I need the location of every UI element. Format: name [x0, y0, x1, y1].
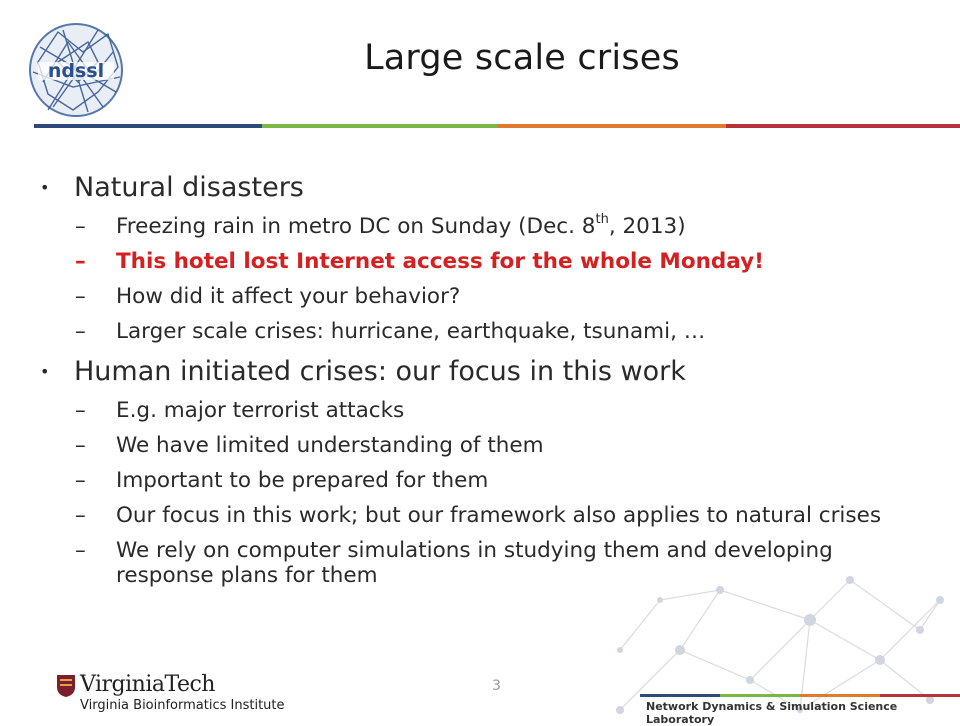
lab-stripe — [640, 694, 960, 697]
ndssl-logo-icon: ndssl — [29, 23, 123, 117]
header-stripe-red — [726, 124, 960, 128]
header-stripe-blue — [34, 124, 262, 128]
sub-bullet: – Important to be prepared for them — [75, 468, 489, 493]
slide-title: Large scale crises — [364, 38, 680, 78]
sub-bullet: – Freezing rain in metro DC on Sunday (D… — [75, 211, 686, 239]
vt-shield-icon — [57, 675, 75, 697]
bullet-text: Human initiated crises: our focus in thi… — [74, 356, 686, 387]
vbi-label: Virginia Bioinformatics Institute — [80, 698, 285, 713]
bullet-human-initiated: • Human initiated crises: our focus in t… — [40, 354, 930, 390]
sub-bullet: – E.g. major terrorist attacks — [75, 398, 405, 423]
slide-content: • Natural disasters – Freezing rain in m… — [40, 170, 930, 598]
page-number: 3 — [492, 678, 501, 694]
sub-bullet: – Larger scale crises: hurricane, earthq… — [75, 319, 706, 344]
sub-bullet: – We have limited understanding of them — [75, 433, 544, 458]
vt-wordmark: VirginiaTech — [80, 672, 215, 697]
sub-bullet-highlight: – This hotel lost Internet access for th… — [75, 249, 764, 274]
lab-name: Network Dynamics & Simulation Science La… — [646, 700, 898, 726]
bullet-dot: • — [40, 178, 50, 197]
bullet-natural-disasters: • Natural disasters — [40, 170, 930, 206]
bullet-dot: • — [40, 362, 50, 381]
sub-bullet: – We rely on computer simulations in stu… — [75, 538, 833, 588]
sub-bullet: – Our focus in this work; but our framew… — [75, 503, 882, 528]
sub-bullet: – How did it affect your behavior? — [75, 284, 461, 309]
logo-text: ndssl — [48, 60, 104, 82]
bullet-text: Natural disasters — [74, 172, 304, 203]
header-stripe-green — [262, 124, 498, 128]
header-stripe-orange — [498, 124, 726, 128]
